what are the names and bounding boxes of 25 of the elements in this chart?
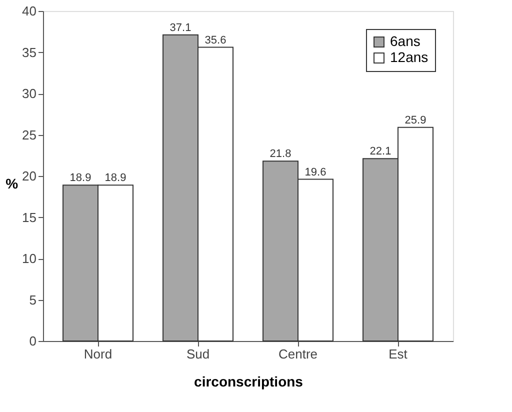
x-tick-label: Nord xyxy=(84,346,112,362)
data-label: 19.6 xyxy=(304,166,326,178)
data-label: 22.1 xyxy=(370,146,392,158)
y-axis-title: % xyxy=(6,176,19,192)
data-label: 25.9 xyxy=(404,114,426,126)
y-tick-label: 10 xyxy=(22,251,36,266)
data-label: 18.9 xyxy=(70,172,92,184)
y-tick-label: 30 xyxy=(22,86,36,101)
y-tick-label: 15 xyxy=(22,210,36,225)
legend-label: 6ans xyxy=(390,33,420,49)
data-label: 37.1 xyxy=(170,22,192,34)
data-label: 18.9 xyxy=(104,172,126,184)
y-tick-label: 0 xyxy=(29,334,36,348)
x-tick-label: Est xyxy=(388,346,408,362)
y-tick-label: 5 xyxy=(29,292,36,308)
data-label: 35.6 xyxy=(204,34,226,46)
y-tick-label: 20 xyxy=(22,168,36,184)
y-tick-label: 25 xyxy=(22,127,36,142)
x-axis-title: circonscriptions xyxy=(194,374,304,390)
x-tick-label: Sud xyxy=(186,346,210,362)
x-tick-label: Centre xyxy=(278,346,318,362)
y-tick-label: 35 xyxy=(22,44,36,60)
data-label: 21.8 xyxy=(270,148,292,160)
legend-label: 12ans xyxy=(390,49,428,65)
y-tick-label: 40 xyxy=(22,4,36,18)
